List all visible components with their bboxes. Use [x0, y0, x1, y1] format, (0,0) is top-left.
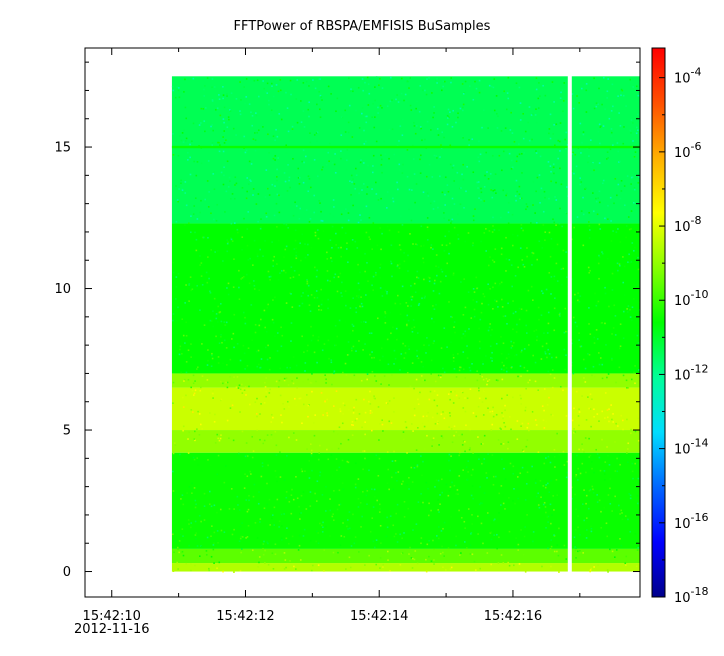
heatmap-layer: [171, 75, 640, 573]
heatmap-band: [171, 548, 640, 564]
spectral-line: [171, 145, 640, 149]
colorbar-tick-label: 10-12: [674, 362, 709, 383]
x-tick-label: 15:42:16: [484, 609, 542, 624]
colorbar-tick-label: 10-18: [674, 585, 709, 606]
colorbar-tick-label: 10-4: [674, 66, 702, 87]
y-tick-label: 0: [63, 565, 71, 580]
colorbar-tick-label: 10-6: [674, 140, 702, 161]
heatmap-band: [171, 223, 640, 374]
y-tick-label: 10: [54, 282, 71, 297]
colorbar-tick-label: 10-16: [674, 511, 709, 532]
colorbar-axis: 10-18 10-16 10-14 10-12 10-10 10-8 10-6 10-4: [659, 66, 709, 606]
colorbar-tick-label: 10-8: [674, 214, 702, 235]
colorbar-tick-label: 10-14: [674, 437, 709, 458]
y-axis: 0 5 10 15: [54, 61, 640, 580]
y-tick-label: 15: [54, 141, 71, 156]
y-tick-label: 5: [63, 424, 71, 439]
colorbar: [651, 47, 666, 598]
heatmap-band: [171, 563, 640, 572]
chart-title: FFTPower of RBSPA/EMFISIS BuSamples: [234, 19, 491, 34]
heatmap-noise: [171, 76, 640, 573]
x-tick-label: 15:42:10: [83, 609, 141, 624]
heatmap-band: [171, 452, 640, 549]
heatmap-band: [171, 373, 640, 388]
x-tick-label: 15:42:12: [216, 609, 274, 624]
plot-frame: [84, 47, 641, 598]
colorbar-tick-label: 10-10: [674, 288, 709, 309]
heatmap-band: [171, 430, 640, 453]
x-tick-label: 15:42:14: [350, 609, 408, 624]
x-tick-date-label: 2012-11-16: [74, 622, 150, 637]
data-gap: [567, 75, 572, 573]
heatmap-band: [171, 387, 640, 431]
